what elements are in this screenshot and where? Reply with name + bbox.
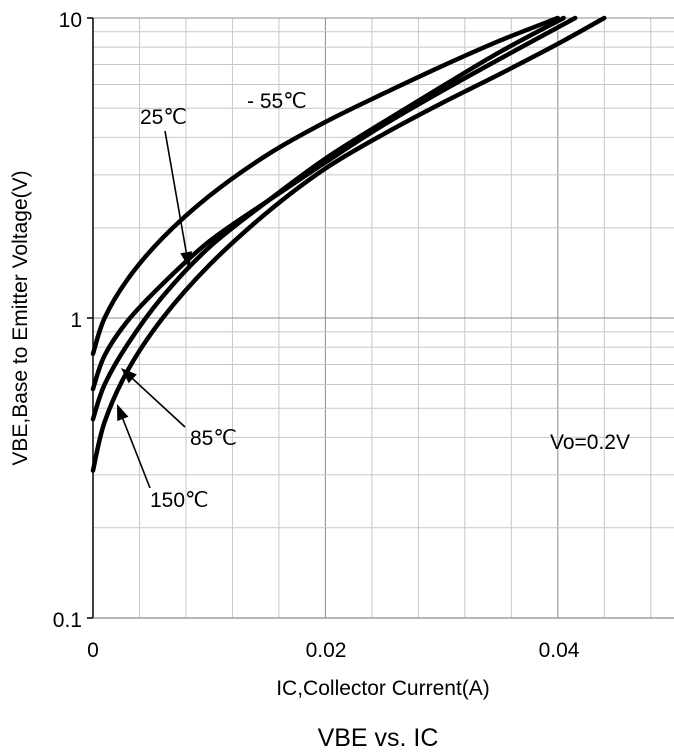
chart-title: VBE vs. IC: [318, 724, 439, 752]
arrow-25c: [164, 130, 193, 268]
x-axis-label: IC,Collector Current(A): [276, 677, 490, 700]
label-vo: Vo=0.2V: [550, 431, 630, 454]
grid: [93, 17, 674, 618]
arrow-25c-shaft: [164, 130, 188, 253]
arrow-25c-head: [180, 251, 193, 268]
y-axis-label: VBE,Base to Emitter Voltage(V): [9, 170, 32, 465]
x-tick-label-0: 0: [87, 639, 99, 662]
label-150c: 150℃: [150, 489, 209, 512]
series-lines: [90, 15, 607, 473]
y-tick-label-1: 1: [70, 309, 82, 332]
series-line-150: [90, 15, 607, 473]
label-minus-55c: - 55℃: [247, 90, 307, 113]
y-tick-label-0.1: 0.1: [53, 609, 82, 632]
arrow-150c-shaft: [122, 418, 151, 489]
series-line-85: [90, 15, 566, 422]
series-line-55: [90, 15, 561, 357]
arrow-85c-shaft: [132, 378, 186, 428]
axes: [87, 17, 674, 619]
arrow-150c-head: [117, 404, 129, 422]
x-tick-label-0.04: 0.04: [539, 639, 580, 662]
x-tick-label-0.02: 0.02: [306, 639, 347, 662]
arrow-150c: [117, 404, 151, 489]
arrow-85c-head: [121, 368, 137, 384]
label-85c: 85℃: [190, 427, 237, 450]
arrow-85c: [121, 368, 186, 428]
y-tick-label-10: 10: [59, 9, 82, 32]
label-25c: 25℃: [140, 106, 187, 129]
annotation-arrows: [117, 130, 193, 489]
